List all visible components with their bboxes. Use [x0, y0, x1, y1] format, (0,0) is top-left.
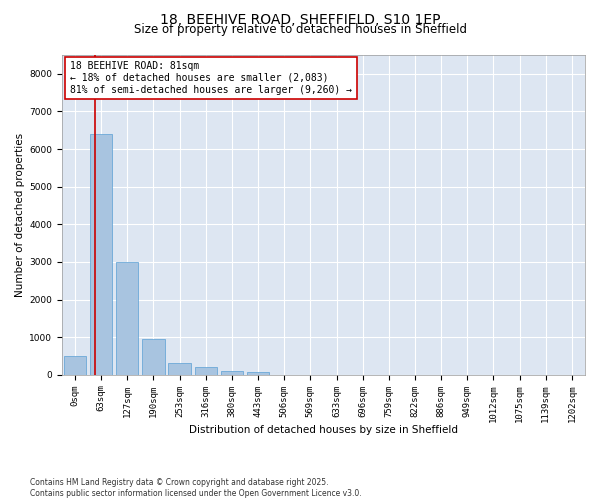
Bar: [247, 372, 269, 375]
Text: Size of property relative to detached houses in Sheffield: Size of property relative to detached ho…: [133, 22, 467, 36]
Y-axis label: Number of detached properties: Number of detached properties: [15, 133, 25, 297]
Bar: [221, 371, 243, 375]
Bar: [194, 366, 217, 375]
Bar: [64, 356, 86, 375]
Text: 18, BEEHIVE ROAD, SHEFFIELD, S10 1EP: 18, BEEHIVE ROAD, SHEFFIELD, S10 1EP: [160, 12, 440, 26]
X-axis label: Distribution of detached houses by size in Sheffield: Distribution of detached houses by size …: [189, 425, 458, 435]
Bar: [169, 363, 191, 375]
Text: Contains HM Land Registry data © Crown copyright and database right 2025.
Contai: Contains HM Land Registry data © Crown c…: [30, 478, 362, 498]
Bar: [116, 262, 139, 375]
Text: 18 BEEHIVE ROAD: 81sqm
← 18% of detached houses are smaller (2,083)
81% of semi-: 18 BEEHIVE ROAD: 81sqm ← 18% of detached…: [70, 62, 352, 94]
Bar: [90, 134, 112, 375]
Bar: [142, 339, 164, 375]
